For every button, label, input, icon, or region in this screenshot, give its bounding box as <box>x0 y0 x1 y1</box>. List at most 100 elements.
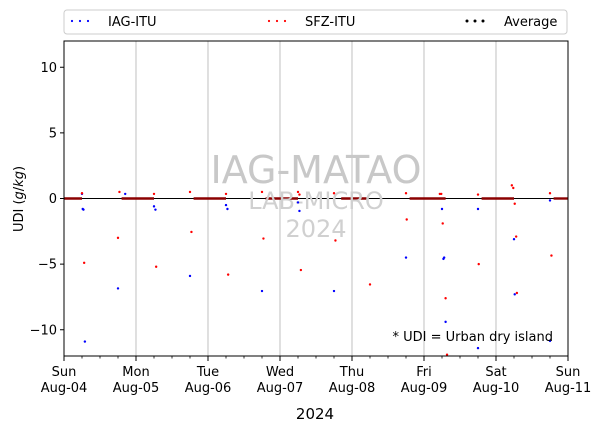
data-point <box>548 339 552 343</box>
y-tick-label: 5 <box>49 126 57 141</box>
x-tick-label-day: Thu <box>339 365 364 380</box>
legend-frame <box>63 9 568 35</box>
watermark-main: IAG-MATAO <box>210 148 421 192</box>
data-point <box>440 192 443 196</box>
x-tick-label-day: Sun <box>556 365 581 380</box>
legend-marker <box>283 19 287 23</box>
data-point <box>298 209 301 213</box>
data-point <box>512 237 516 241</box>
data-point <box>512 186 515 190</box>
data-point <box>83 340 87 343</box>
data-point <box>224 203 228 207</box>
data-point <box>513 293 516 296</box>
data-point <box>513 202 516 205</box>
data-point <box>226 207 229 211</box>
x-tick-label-day: Sat <box>485 365 506 380</box>
data-point <box>440 207 444 211</box>
x-tick-label-date: Aug-10 <box>473 381 520 396</box>
data-point <box>332 289 336 293</box>
data-points <box>80 184 553 356</box>
x-tick-label-day: Tue <box>196 365 219 380</box>
legend-marker <box>481 19 485 23</box>
legend-marker <box>70 19 74 23</box>
x-tick-label-date: Aug-05 <box>113 381 160 396</box>
legend-item: Average <box>465 15 557 30</box>
y-axis: −10 −5 0 5 10 <box>30 61 64 338</box>
data-point <box>190 230 193 234</box>
data-point <box>405 218 408 221</box>
x-tick-label-day: Sun <box>52 365 77 380</box>
data-point <box>442 256 446 259</box>
data-point <box>260 190 264 194</box>
x-tick-label-day: Fri <box>416 365 432 380</box>
data-point <box>368 283 372 286</box>
y-tick-label: 10 <box>40 61 57 76</box>
legend-item: SFZ-ITU <box>267 15 355 30</box>
data-point <box>550 254 553 257</box>
data-point <box>226 273 230 276</box>
data-point <box>477 262 480 266</box>
x-tick-label-date: Aug-11 <box>545 381 592 396</box>
legend-marker <box>473 19 477 23</box>
data-point <box>515 291 519 295</box>
data-point <box>299 268 303 272</box>
x-tick-label-day: Mon <box>122 365 149 380</box>
x-tick-label-day: Wed <box>266 365 294 380</box>
legend-marker <box>275 19 279 23</box>
legend-items: IAG-ITU SFZ-ITU Average <box>70 15 557 30</box>
data-point <box>296 190 300 194</box>
watermark: IAG-MATAO LAB-MICRO 2024 <box>210 148 421 243</box>
x-tick-label-date: Aug-09 <box>401 381 448 396</box>
data-point <box>80 192 84 195</box>
x-tick-label-date: Aug-08 <box>329 381 376 396</box>
x-tick-label-date: Aug-04 <box>41 381 88 396</box>
data-point <box>404 192 408 195</box>
legend-item: IAG-ITU <box>70 15 157 30</box>
data-point <box>118 190 121 194</box>
data-point <box>441 222 444 225</box>
y-tick-label: 0 <box>49 192 57 207</box>
data-point <box>152 205 156 208</box>
data-point <box>124 192 127 196</box>
chart-annotation: * UDI = Urban dry island <box>393 330 553 345</box>
data-point <box>82 261 86 265</box>
legend-label: SFZ-ITU <box>305 15 355 30</box>
legend-label: Average <box>504 15 557 30</box>
data-point <box>334 239 337 242</box>
data-point <box>476 346 480 350</box>
data-point <box>188 274 192 278</box>
data-point <box>444 320 447 324</box>
x-tick-label-date: Aug-06 <box>185 381 232 396</box>
data-point <box>445 353 449 356</box>
data-point <box>332 192 336 195</box>
x-axis-title: 2024 <box>296 405 334 423</box>
data-point <box>154 265 158 268</box>
watermark-line2: LAB-MICRO <box>248 187 384 215</box>
data-point <box>444 297 447 300</box>
data-point <box>514 235 518 238</box>
data-point <box>260 289 264 293</box>
data-point <box>548 192 552 195</box>
watermark-line3: 2024 <box>285 215 346 243</box>
data-point <box>116 236 120 240</box>
data-point <box>152 192 156 196</box>
legend-marker <box>267 19 271 23</box>
y-tick-label: −5 <box>38 258 57 273</box>
data-point <box>82 208 85 211</box>
y-tick-label: −10 <box>30 323 57 338</box>
legend: IAG-ITU SFZ-ITU Average <box>63 9 568 35</box>
data-point <box>476 207 480 211</box>
x-axis: SunAug-04MonAug-05TueAug-06WedAug-07ThuA… <box>41 356 592 396</box>
data-point <box>262 237 265 240</box>
y-axis-title: UDI (g/kg) <box>12 166 27 232</box>
data-point <box>116 287 120 290</box>
data-point <box>154 208 157 211</box>
data-point <box>510 184 514 187</box>
data-point <box>404 256 408 259</box>
legend-marker <box>78 19 82 23</box>
data-point <box>548 199 552 202</box>
legend-marker <box>86 19 90 23</box>
x-tick-label-date: Aug-07 <box>257 381 304 396</box>
data-point <box>476 193 480 196</box>
